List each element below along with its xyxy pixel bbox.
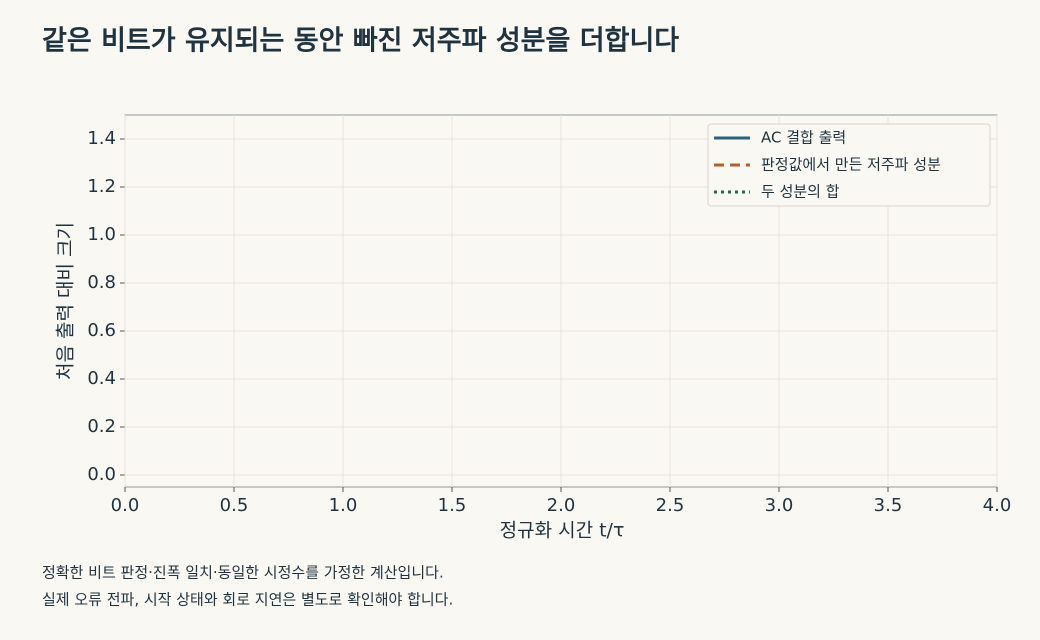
x-tick-label: 3.0 — [765, 495, 794, 516]
y-tick-label: 0.0 — [87, 464, 116, 485]
x-tick-label: 2.5 — [656, 495, 685, 516]
y-tick-label: 0.2 — [87, 416, 116, 437]
y-tick-label: 1.2 — [87, 176, 116, 197]
x-tick-label: 0.0 — [111, 495, 140, 516]
x-axis-label: 정규화 시간 t/τ — [500, 520, 625, 542]
footnote: 실제 오류 전파, 시작 상태와 회로 지연은 별도로 확인해야 합니다. — [42, 591, 453, 609]
x-tick-label: 1.0 — [329, 495, 358, 516]
legend-label: AC 결합 출력 — [761, 129, 846, 147]
legend-label: 두 성분의 합 — [761, 183, 840, 201]
legend-box — [707, 123, 991, 207]
x-tick-label: 3.5 — [874, 495, 903, 516]
x-tick-label: 1.5 — [438, 495, 467, 516]
y-tick-label: 1.4 — [87, 128, 116, 149]
x-tick-label: 2.0 — [547, 495, 576, 516]
chart-title: 같은 비트가 유지되는 동안 빠진 저주파 성분을 더합니다 — [42, 26, 679, 57]
y-tick-label: 0.8 — [87, 272, 116, 293]
y-axis-label: 처음 출력 대비 크기 — [55, 222, 77, 380]
legend-label: 판정값에서 만든 저주파 성분 — [761, 156, 941, 174]
x-tick-label: 4.0 — [983, 495, 1012, 516]
footnote: 정확한 비트 판정·진폭 일치·동일한 시정수를 가정한 계산입니다. — [42, 564, 444, 582]
y-tick-label: 1.0 — [87, 224, 116, 245]
x-tick-label: 0.5 — [220, 495, 249, 516]
y-tick-label: 0.6 — [87, 320, 116, 341]
y-tick-label: 0.4 — [87, 368, 116, 389]
